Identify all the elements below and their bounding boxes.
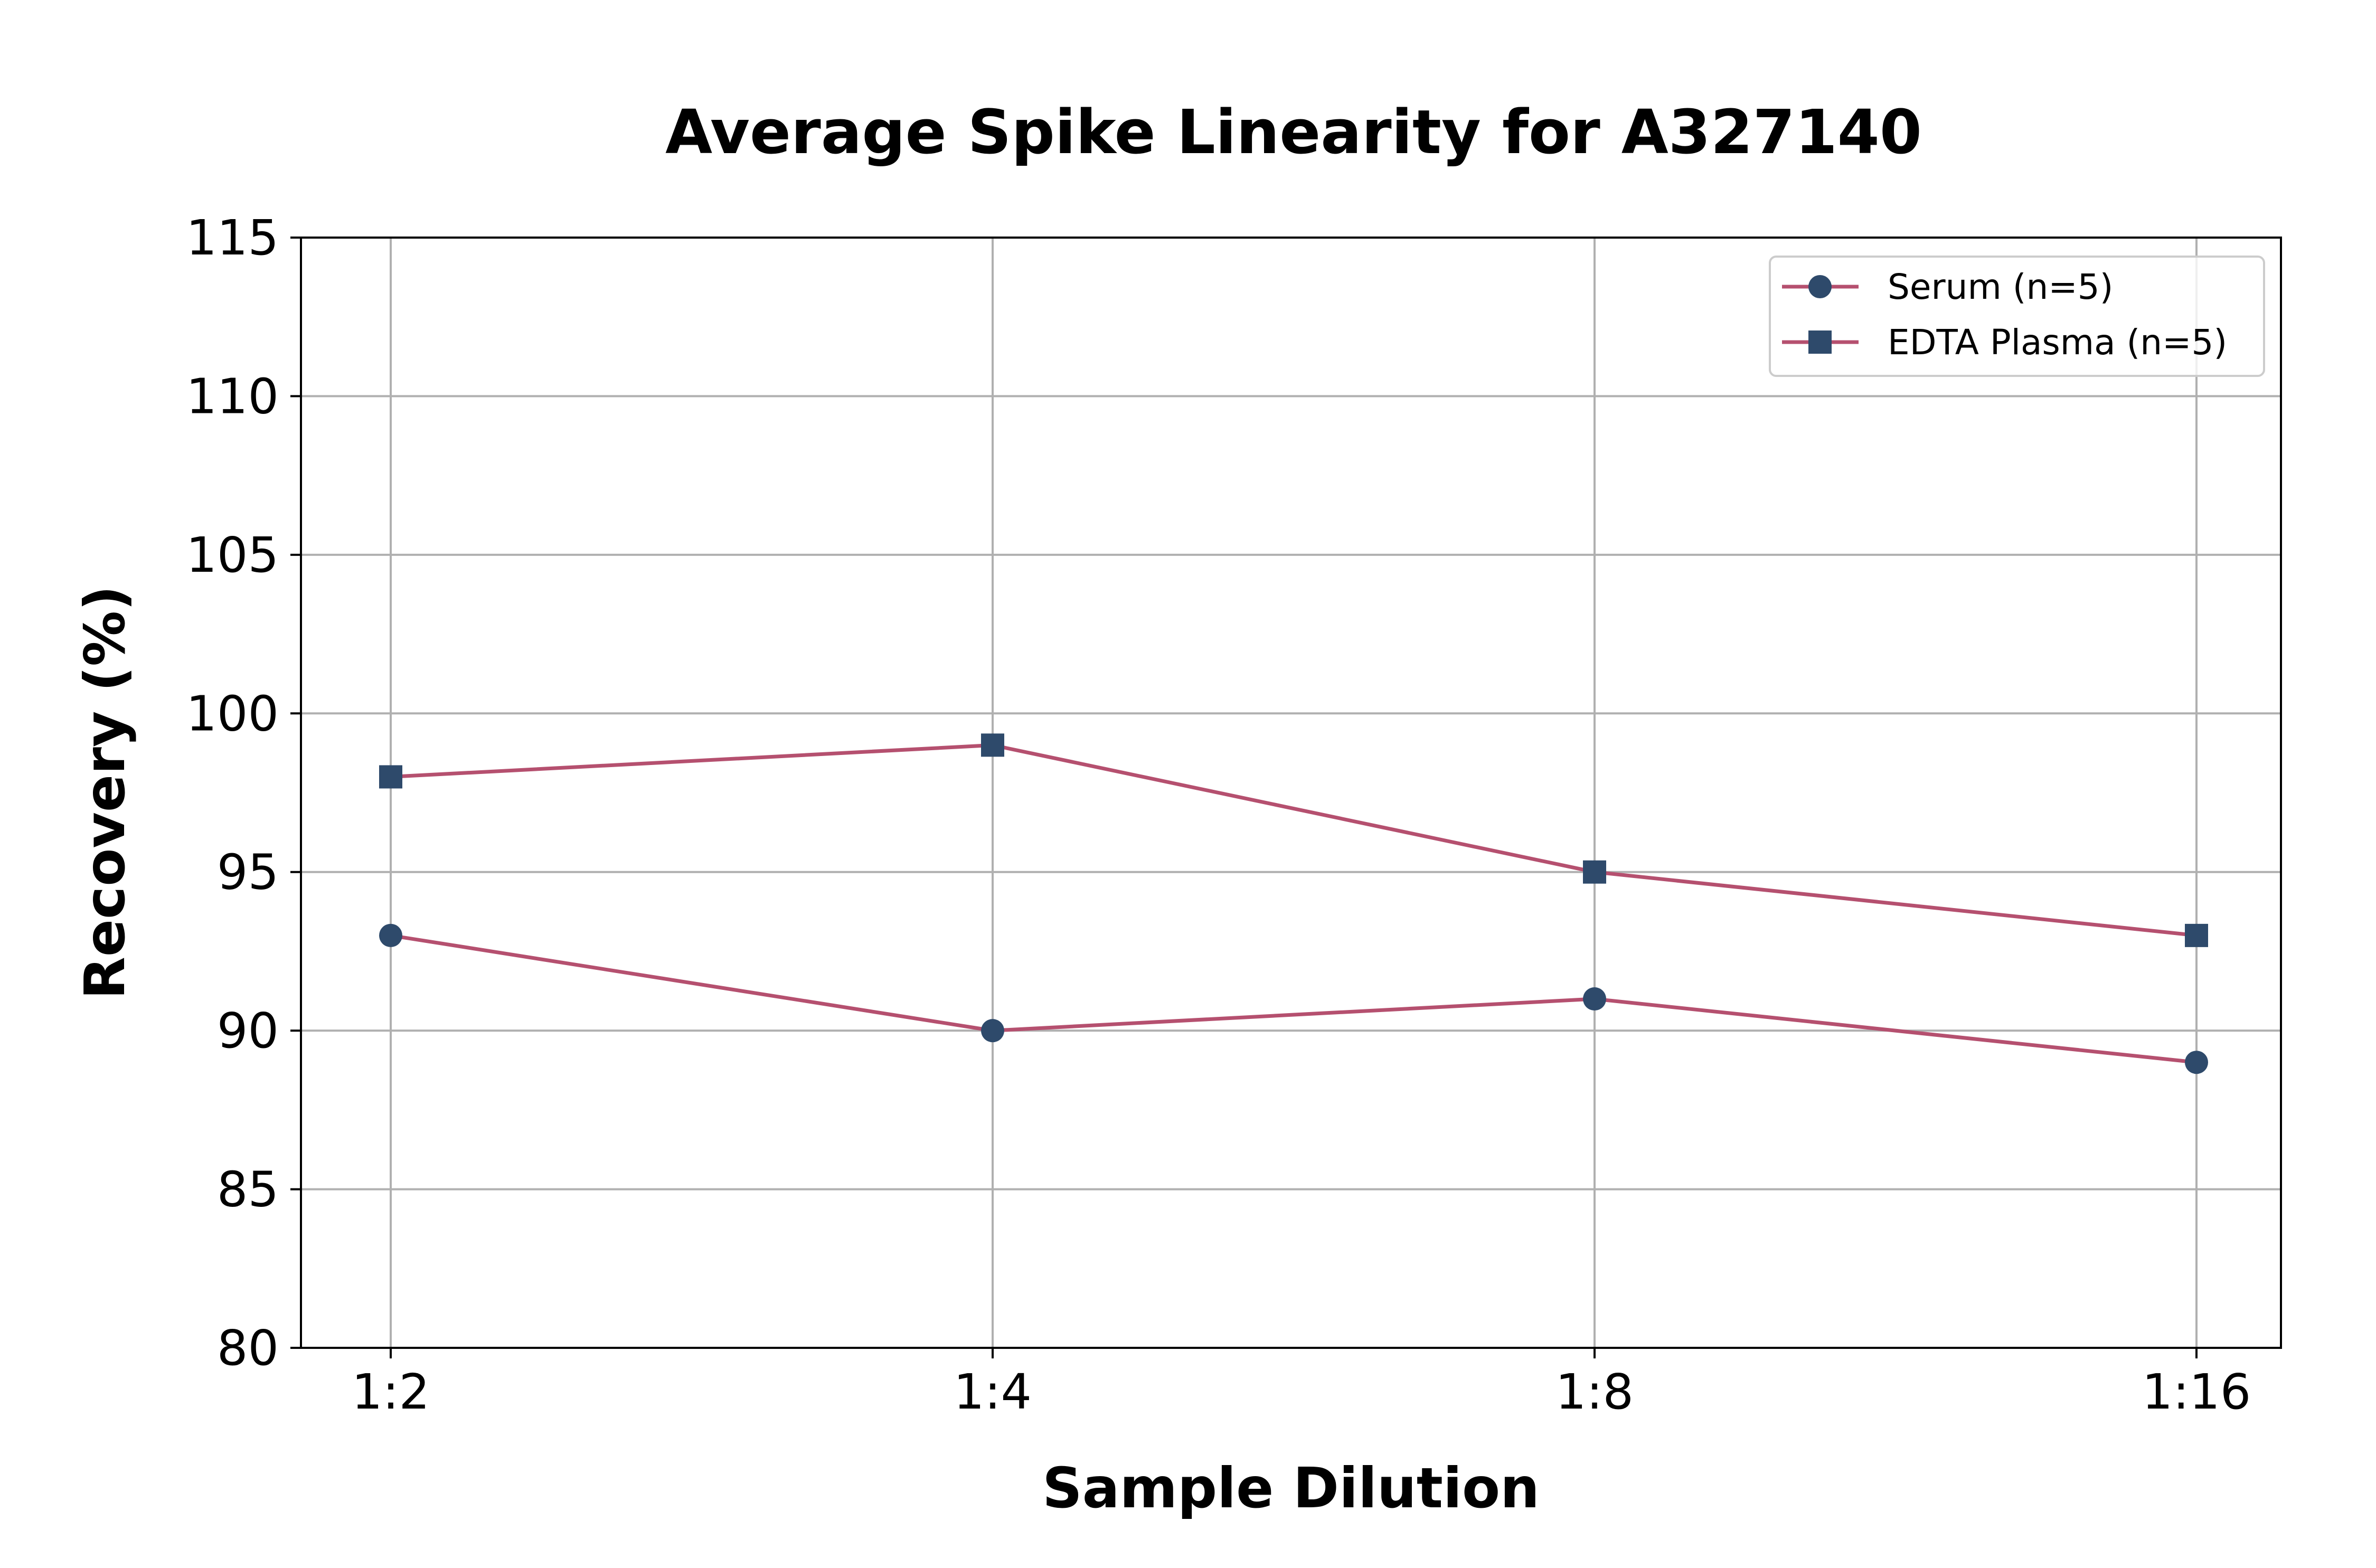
legend-marker-edta [1808, 330, 1832, 354]
data-point-square [379, 765, 402, 789]
data-point-square [2185, 923, 2208, 947]
x-axis-label: Sample Dilution [1042, 1456, 1540, 1520]
y-tick-label: 80 [217, 1320, 279, 1376]
x-tick-label: 1:2 [352, 1364, 430, 1420]
legend-marker-serum [1808, 275, 1832, 298]
y-tick-label: 85 [217, 1161, 279, 1218]
data-point-circle [2185, 1051, 2208, 1074]
data-point-square [981, 733, 1004, 757]
y-axis-label: Recovery (%) [73, 585, 137, 999]
series-layer [379, 733, 2208, 1074]
axis-ticks: 1:2 1:4 1:8 1:16 80 85 90 95 100 105 110 115 [186, 210, 2251, 1420]
y-tick-label: 90 [217, 1003, 279, 1059]
x-tick-label: 1:4 [954, 1364, 1032, 1420]
plot-frame [300, 237, 2282, 1349]
data-point-circle [981, 1019, 1004, 1043]
data-point-circle [1583, 987, 1606, 1011]
y-tick-label: 100 [186, 685, 279, 742]
y-tick-label: 95 [217, 844, 279, 901]
legend-label-edta: EDTA Plasma (n=5) [1888, 322, 2227, 363]
legend-frame [1769, 256, 2265, 377]
x-tick-label: 1:8 [1555, 1364, 1634, 1420]
data-point-circle [379, 923, 402, 947]
chart-title: Average Spike Linearity for A327140 [665, 97, 1922, 168]
y-tick-label: 115 [186, 210, 279, 266]
series-line-0 [390, 933, 2197, 1064]
legend-label-serum: Serum (n=5) [1888, 267, 2113, 307]
legend: Serum (n=5) EDTA Plasma (n=5) [1769, 256, 2265, 377]
series-line-1 [390, 743, 2197, 938]
x-tick-label: 1:16 [2142, 1364, 2251, 1420]
data-point-square [1583, 860, 1606, 884]
y-tick-label: 110 [186, 368, 279, 424]
grid [301, 237, 2281, 1349]
y-tick-label: 105 [186, 527, 279, 583]
